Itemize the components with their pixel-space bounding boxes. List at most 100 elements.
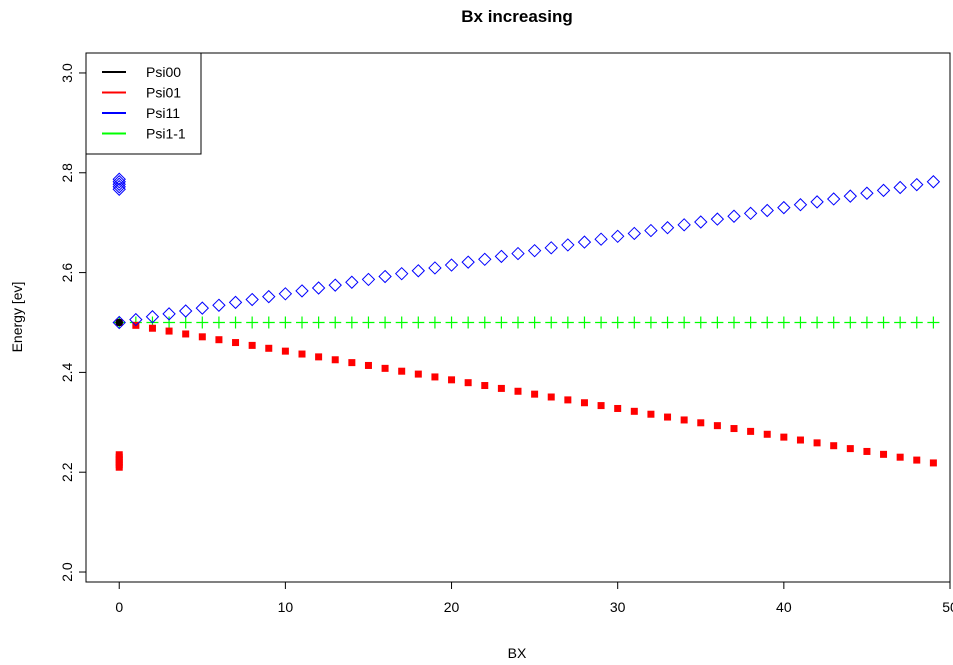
data-point bbox=[760, 203, 774, 218]
data-point bbox=[880, 450, 888, 458]
data-point bbox=[577, 235, 592, 249]
legend-label: Psi01 bbox=[146, 85, 181, 101]
data-point bbox=[328, 278, 342, 292]
data-point bbox=[913, 456, 921, 464]
y-tick-label: 2.8 bbox=[59, 163, 75, 183]
legend-label: Psi00 bbox=[146, 64, 181, 80]
data-point bbox=[644, 223, 658, 238]
data-point bbox=[112, 182, 126, 196]
data-point bbox=[461, 255, 475, 269]
data-point bbox=[661, 316, 674, 329]
data-point bbox=[345, 316, 358, 329]
y-tick-label: 3.0 bbox=[59, 63, 75, 83]
data-point bbox=[428, 261, 442, 275]
data-point bbox=[163, 316, 176, 329]
data-point bbox=[312, 316, 325, 329]
data-point bbox=[296, 316, 308, 329]
data-point bbox=[860, 316, 873, 329]
data-point bbox=[511, 246, 525, 261]
data-point bbox=[348, 359, 356, 367]
data-point bbox=[544, 241, 558, 255]
x-tick-label: 20 bbox=[444, 599, 460, 615]
y-tick-label: 2.4 bbox=[59, 362, 75, 382]
data-point bbox=[262, 289, 276, 304]
data-point bbox=[531, 390, 539, 398]
data-point bbox=[547, 393, 555, 401]
data-point bbox=[628, 316, 641, 329]
y-axis-label: Energy [ev] bbox=[9, 282, 25, 353]
data-point bbox=[647, 410, 655, 418]
data-point bbox=[112, 177, 126, 191]
data-point bbox=[412, 316, 425, 329]
data-point bbox=[528, 316, 541, 329]
data-point bbox=[279, 316, 292, 329]
data-point bbox=[212, 298, 226, 312]
data-point bbox=[561, 316, 574, 329]
data-point bbox=[361, 272, 376, 287]
data-point bbox=[345, 275, 359, 289]
data-point bbox=[747, 427, 755, 435]
data-point bbox=[364, 361, 372, 369]
data-point bbox=[827, 316, 840, 329]
data-point bbox=[896, 453, 904, 461]
legend-label: Psi1-1 bbox=[146, 126, 186, 142]
data-point bbox=[813, 439, 821, 447]
data-point bbox=[514, 387, 522, 395]
data-point bbox=[763, 430, 771, 438]
data-point bbox=[611, 316, 624, 329]
data-point bbox=[926, 175, 941, 189]
data-point bbox=[115, 318, 123, 327]
data-point bbox=[594, 232, 608, 246]
x-tick-label: 10 bbox=[278, 599, 294, 615]
data-point bbox=[145, 310, 160, 324]
data-point bbox=[395, 316, 408, 329]
data-point bbox=[826, 192, 841, 206]
data-point bbox=[229, 316, 242, 329]
data-point bbox=[929, 459, 937, 467]
data-point bbox=[246, 316, 259, 329]
data-point bbox=[796, 436, 804, 444]
data-point bbox=[711, 316, 724, 329]
data-point bbox=[298, 350, 306, 358]
series-Psi01 bbox=[115, 318, 937, 471]
data-point bbox=[564, 396, 572, 404]
data-point bbox=[578, 316, 591, 329]
data-point bbox=[910, 316, 923, 329]
data-point bbox=[927, 316, 940, 329]
series-layer bbox=[112, 172, 941, 471]
data-point bbox=[677, 218, 691, 232]
data-point bbox=[713, 422, 721, 430]
data-point bbox=[478, 252, 492, 267]
data-point bbox=[495, 316, 508, 329]
data-point bbox=[462, 316, 475, 329]
data-point bbox=[697, 419, 705, 427]
data-point bbox=[744, 316, 757, 329]
data-point bbox=[863, 447, 871, 455]
data-point bbox=[112, 175, 126, 189]
data-point bbox=[248, 341, 256, 349]
data-point bbox=[448, 376, 456, 384]
series-Psi11 bbox=[112, 172, 941, 330]
data-point bbox=[115, 451, 123, 459]
data-point bbox=[730, 425, 738, 433]
y-tick-label: 2.0 bbox=[59, 562, 75, 582]
data-point bbox=[678, 316, 691, 329]
data-point bbox=[232, 339, 240, 347]
data-point bbox=[494, 249, 509, 264]
data-point bbox=[664, 413, 672, 421]
data-point bbox=[394, 266, 409, 281]
data-point bbox=[527, 243, 542, 258]
x-tick-label: 0 bbox=[115, 599, 123, 615]
data-point bbox=[378, 269, 392, 284]
data-point bbox=[893, 180, 907, 195]
x-tick-label: 30 bbox=[610, 599, 626, 615]
data-point bbox=[198, 333, 206, 341]
data-point bbox=[179, 316, 192, 329]
data-point bbox=[398, 367, 406, 375]
data-point bbox=[810, 195, 824, 209]
x-tick-label: 40 bbox=[776, 599, 792, 615]
data-point bbox=[644, 316, 657, 329]
data-point bbox=[464, 379, 472, 387]
data-point bbox=[614, 404, 622, 412]
data-point bbox=[846, 445, 854, 453]
